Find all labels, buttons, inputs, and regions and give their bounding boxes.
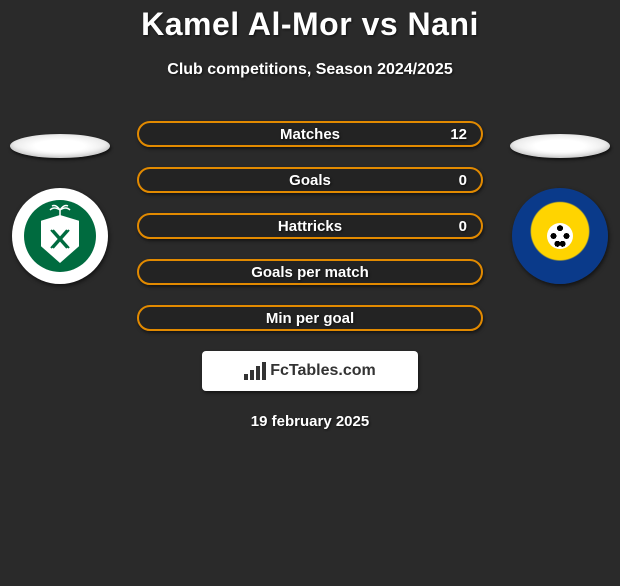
stat-row-hattricks: Hattricks 0 xyxy=(137,213,483,239)
bar-chart-icon xyxy=(244,362,266,380)
stat-right-value: 0 xyxy=(459,172,467,189)
club-badge-left xyxy=(12,188,108,284)
subtitle: Club competitions, Season 2024/2025 xyxy=(0,61,620,79)
stat-label: Min per goal xyxy=(266,310,354,327)
stat-label: Goals per match xyxy=(251,264,369,281)
site-logo: FcTables.com xyxy=(202,351,418,391)
player-left-column xyxy=(10,134,110,284)
stat-label: Hattricks xyxy=(278,218,342,235)
stat-label: Goals xyxy=(289,172,331,189)
comparison-date: 19 february 2025 xyxy=(0,413,620,430)
site-logo-text: FcTables.com xyxy=(270,362,376,380)
stat-row-min-per-goal: Min per goal xyxy=(137,305,483,331)
stat-row-goals: Goals 0 xyxy=(137,167,483,193)
player-left-plinth xyxy=(10,134,110,158)
page-title: Kamel Al-Mor vs Nani xyxy=(0,6,620,43)
football-icon xyxy=(547,223,573,249)
club-badge-right xyxy=(512,188,608,284)
crossed-swords-icon xyxy=(47,226,73,252)
stats-list: Matches 12 Goals 0 Hattricks 0 Goals per… xyxy=(130,121,490,331)
player-right-plinth xyxy=(510,134,610,158)
stat-right-value: 0 xyxy=(459,218,467,235)
stat-label: Matches xyxy=(280,126,340,143)
player-right-column xyxy=(510,134,610,284)
stat-right-value: 12 xyxy=(450,126,467,143)
stat-row-matches: Matches 12 xyxy=(137,121,483,147)
stat-row-goals-per-match: Goals per match xyxy=(137,259,483,285)
